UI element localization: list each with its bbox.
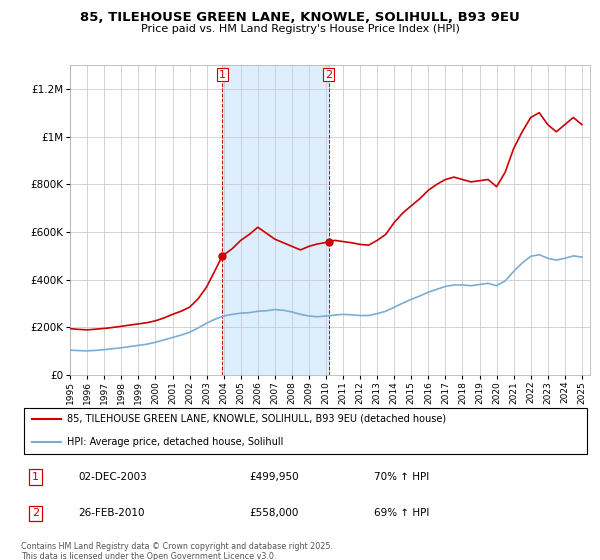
FancyBboxPatch shape: [24, 408, 587, 454]
Text: Contains HM Land Registry data © Crown copyright and database right 2025.
This d: Contains HM Land Registry data © Crown c…: [21, 542, 333, 560]
Text: 70% ↑ HPI: 70% ↑ HPI: [374, 472, 430, 482]
Text: 26-FEB-2010: 26-FEB-2010: [78, 508, 145, 519]
Text: 85, TILEHOUSE GREEN LANE, KNOWLE, SOLIHULL, B93 9EU (detached house): 85, TILEHOUSE GREEN LANE, KNOWLE, SOLIHU…: [67, 414, 446, 423]
Bar: [223, 65, 329, 375]
Text: 2: 2: [325, 69, 332, 80]
Text: £499,950: £499,950: [249, 472, 299, 482]
Text: Price paid vs. HM Land Registry's House Price Index (HPI): Price paid vs. HM Land Registry's House …: [140, 24, 460, 34]
Text: 69% ↑ HPI: 69% ↑ HPI: [374, 508, 430, 519]
Text: 1: 1: [219, 69, 226, 80]
Text: 1: 1: [32, 472, 39, 482]
Text: 85, TILEHOUSE GREEN LANE, KNOWLE, SOLIHULL, B93 9EU: 85, TILEHOUSE GREEN LANE, KNOWLE, SOLIHU…: [80, 11, 520, 24]
Text: 2: 2: [32, 508, 39, 519]
Text: £558,000: £558,000: [249, 508, 298, 519]
Text: HPI: Average price, detached house, Solihull: HPI: Average price, detached house, Soli…: [67, 437, 283, 447]
Text: 02-DEC-2003: 02-DEC-2003: [78, 472, 147, 482]
